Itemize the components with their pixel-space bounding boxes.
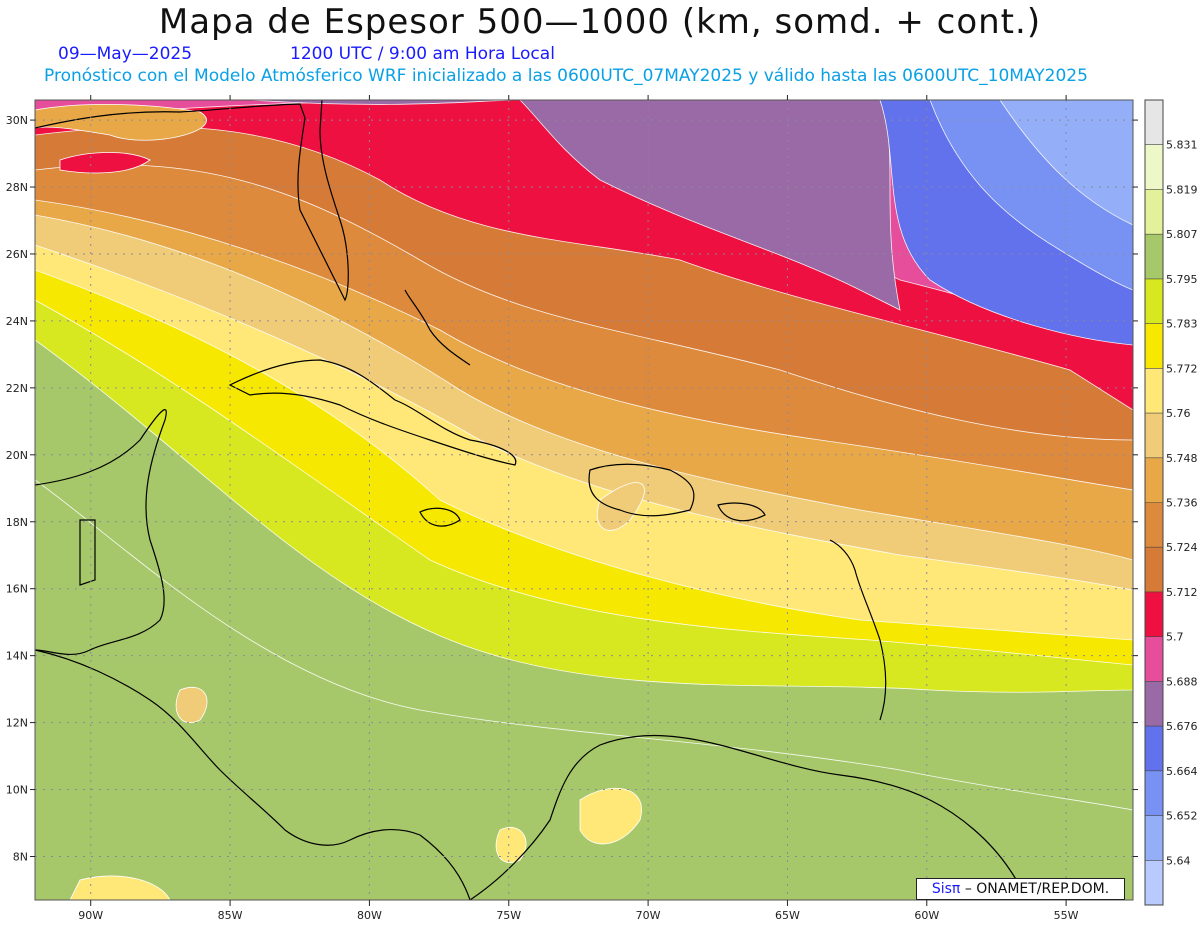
colorbar-label: 5.676: [1166, 720, 1198, 733]
map-title: Mapa de Espesor 500—1000 (km, somd. + co…: [158, 2, 1042, 42]
lon-label: 85W: [218, 909, 243, 922]
thickness-band: [249, 100, 901, 311]
colorbar-swatch: [1145, 681, 1163, 727]
coastline: [228, 359, 517, 466]
colorbar-label: 5.807: [1166, 228, 1198, 241]
colorbar-label: 5.819: [1166, 183, 1198, 196]
lat-label: 24N: [6, 315, 28, 328]
colorbar-swatch: [1145, 278, 1163, 325]
lon-label: 70W: [636, 909, 661, 922]
thickness-blob: [495, 827, 527, 863]
thickness-blobs: [35, 103, 645, 900]
colorbar-swatch: [1145, 636, 1163, 682]
colorbar-swatch: [1145, 591, 1163, 638]
thickness-blob: [59, 152, 151, 174]
thickness-bands: [35, 100, 1133, 811]
lat-label: 10N: [6, 784, 28, 797]
lat-label: 28N: [6, 181, 28, 194]
lon-label: 90W: [78, 909, 103, 922]
colorbar-swatch: [1145, 413, 1163, 459]
colorbar-label: 5.76: [1166, 407, 1191, 420]
thickness-blob: [175, 687, 208, 723]
model-description: Pronóstico con el Modelo Atmósferico WRF…: [44, 66, 1088, 86]
colorbar-swatch: [1145, 815, 1163, 861]
colorbar-swatch: [1145, 100, 1163, 146]
colorbar-swatch: [1145, 323, 1163, 369]
lat-label: 30N: [6, 114, 28, 127]
colorbar-swatch: [1145, 547, 1163, 593]
credit-box: Sisπ – ONAMET/REP.DOM.: [916, 878, 1125, 900]
colorbar-label: 5.712: [1166, 586, 1198, 599]
colorbar-swatch: [1145, 726, 1163, 772]
colorbar-label: 5.664: [1166, 765, 1198, 778]
coastline: [469, 734, 1031, 900]
lon-label: 55W: [1054, 909, 1079, 922]
lat-label: 14N: [6, 650, 28, 663]
colorbar-label: 5.795: [1166, 273, 1198, 286]
colorbar-label: 5.748: [1166, 452, 1198, 465]
lon-label: 60W: [914, 909, 939, 922]
coastline: [717, 502, 766, 522]
coastline: [35, 100, 349, 302]
lat-lon-grid: [35, 100, 1133, 900]
colorbar-label: 5.783: [1166, 318, 1198, 331]
credit-text: – ONAMET/REP.DOM.: [964, 881, 1110, 897]
lat-label: 12N: [6, 717, 28, 730]
coastline: [404, 289, 471, 366]
colorbar-label: 5.652: [1166, 810, 1198, 823]
thickness-blob: [596, 482, 645, 531]
colorbar-label: 5.831: [1166, 139, 1198, 152]
colorbar-label: 5.7: [1166, 631, 1184, 644]
thickness-blob: [579, 787, 642, 845]
colorbar-swatch: [1145, 368, 1163, 414]
colorbar-swatch: [1145, 860, 1163, 906]
lat-label: 8N: [13, 850, 28, 863]
coastline: [35, 649, 471, 900]
lat-label: 16N: [6, 583, 28, 596]
forecast-date: 09—May—2025: [58, 44, 193, 64]
colorbar-label: 5.64: [1166, 854, 1191, 867]
colorbar-swatch: [1145, 234, 1163, 280]
colorbar-swatch: [1145, 770, 1163, 817]
coastline: [829, 539, 887, 721]
coastline: [419, 507, 461, 527]
colorbar: 5.831 5.819 5.807 5.795 5.783 5.772 5.76 5.748 5…: [1144, 99, 1198, 906]
colorbar-swatch: [1145, 457, 1163, 503]
colorbar-label: 5.724: [1166, 541, 1198, 554]
coastline: [35, 409, 167, 655]
lon-label: 80W: [357, 909, 382, 922]
lat-label: 22N: [6, 382, 28, 395]
map-frame: [34, 99, 1134, 901]
map-axes: 90W 85W 80W 75W 70W 65W 60W 55W 30N 28N 26N 24N 22N 2…: [6, 95, 1138, 922]
lon-label: 75W: [496, 909, 521, 922]
colorbar-swatch: [1145, 144, 1163, 190]
thickness-blob: [35, 103, 207, 141]
colorbar-swatch: [1145, 189, 1163, 235]
coastline: [588, 463, 695, 517]
colorbar-label: 5.688: [1166, 675, 1198, 688]
colorbar-label: 5.736: [1166, 497, 1198, 510]
lon-label: 65W: [775, 909, 800, 922]
coastlines: [35, 100, 1031, 900]
lat-label: 18N: [6, 516, 28, 529]
coastline: [79, 519, 96, 586]
lat-label: 26N: [6, 248, 28, 261]
sispi-logo: Sisπ: [931, 881, 961, 897]
lat-label: 20N: [6, 449, 28, 462]
forecast-time: 1200 UTC / 9:00 am Hora Local: [290, 44, 555, 64]
colorbar-label: 5.772: [1166, 362, 1198, 375]
colorbar-swatch: [1145, 502, 1163, 548]
